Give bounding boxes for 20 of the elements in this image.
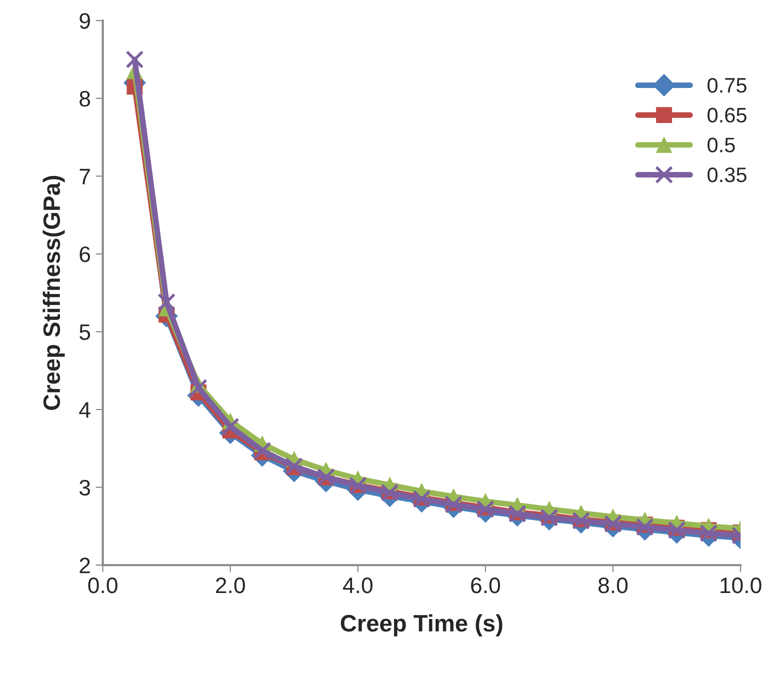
y-tick-label: 2 bbox=[80, 558, 90, 574]
y-tick-label: 7 bbox=[80, 168, 90, 184]
y-axis-title: Creep Stiffness(GPa) bbox=[42, 176, 65, 410]
y-tick-label: 8 bbox=[80, 90, 90, 107]
y-tick-label: 6 bbox=[80, 246, 90, 262]
legend-label: 0.65 bbox=[708, 108, 746, 123]
legend-label: 0.35 bbox=[708, 167, 746, 182]
y-tick-label: 9 bbox=[80, 13, 90, 29]
y-tick-label: 3 bbox=[79, 480, 90, 496]
legend-label: 0.75 bbox=[708, 78, 746, 93]
x-tick-label: 2.0 bbox=[216, 578, 245, 594]
x-tick-label: 4.0 bbox=[342, 578, 372, 594]
x-tick-label: 6.0 bbox=[471, 578, 500, 594]
x-tick-label: 0.0 bbox=[88, 578, 118, 594]
x-axis-title: Creep Time (s) bbox=[340, 614, 502, 636]
y-tick-label: 5 bbox=[80, 324, 90, 340]
x-tick-label: 10.0 bbox=[720, 578, 762, 594]
y-tick-label: 4 bbox=[79, 402, 90, 418]
x-tick-label: 8.0 bbox=[598, 578, 628, 594]
legend-label: 0.5 bbox=[708, 138, 735, 152]
